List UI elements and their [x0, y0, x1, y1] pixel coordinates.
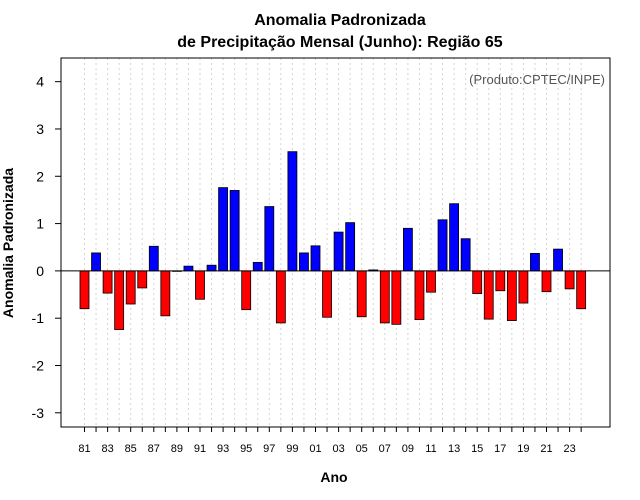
bar-94: [229, 190, 240, 272]
x-tick-label: 85: [125, 443, 137, 455]
bar-01: [310, 245, 321, 272]
bar-83: [102, 270, 113, 294]
chart-title-line2: de Precipitação Mensal (Junho): Região 6…: [177, 34, 503, 51]
x-tick-label: 05: [356, 443, 368, 455]
bar-09: [402, 227, 413, 272]
bar-23: [564, 270, 575, 290]
x-tick-label: 95: [240, 443, 252, 455]
bar-11: [426, 270, 436, 293]
x-axis-label: Ano: [320, 469, 347, 485]
bar-92: [206, 264, 217, 272]
bar-08: [391, 270, 402, 325]
y-tick-label: 2: [36, 168, 44, 184]
x-tick-label: 83: [101, 443, 113, 455]
bar-88: [160, 270, 171, 317]
bar-99: [287, 151, 298, 272]
bar-84: [114, 270, 125, 330]
bar-layer: [79, 151, 587, 330]
bar-97: [264, 206, 275, 272]
bar-03: [333, 231, 344, 272]
bar-98: [275, 270, 286, 324]
x-tick-label: 97: [263, 443, 275, 455]
x-tick-label: 93: [217, 443, 229, 455]
bar-96: [252, 261, 263, 272]
grid-layer: [84, 58, 582, 427]
bar-19: [518, 270, 529, 304]
chart-title-line1: Anomalia Padronizada: [254, 12, 426, 29]
x-tick-label: 17: [494, 443, 506, 455]
y-tick-label: 0: [36, 263, 44, 279]
x-tick-label: 21: [540, 443, 552, 455]
annotation-text: (Produto:CPTEC/INPE): [469, 72, 605, 87]
x-tick-label: 11: [425, 443, 436, 455]
x-tick-label: 91: [194, 443, 206, 455]
bar-02: [322, 270, 332, 318]
bar-04: [345, 222, 356, 272]
x-tick-label: 13: [448, 443, 460, 455]
x-tick-label: 07: [379, 443, 391, 455]
bar-12: [437, 219, 448, 272]
bar-17: [495, 270, 506, 292]
x-axis: 81 83 85 87 89 91 93 95 97 99 01 03 05 07 09 11 13 15 17 19…: [78, 427, 582, 455]
x-tick-label: 81: [78, 443, 90, 455]
x-tick-label: 89: [171, 443, 183, 455]
bar-15: [472, 270, 483, 294]
y-tick-label: 3: [36, 121, 44, 137]
bar-16: [483, 270, 494, 320]
bar-82: [91, 252, 101, 272]
bar-95: [241, 270, 252, 311]
x-tick-label: 99: [286, 443, 298, 455]
y-tick-label: -1: [32, 310, 45, 326]
bar-05: [356, 270, 367, 318]
bar-07: [379, 270, 390, 324]
bar-24: [576, 270, 587, 310]
bar-14: [460, 238, 471, 272]
y-tick-label: 1: [36, 216, 44, 232]
bar-10: [414, 270, 425, 321]
y-tick-label: -3: [32, 405, 45, 421]
y-tick-label: -2: [32, 358, 45, 374]
y-axis: -3 -2 -1 0 1 2 3 4: [32, 74, 61, 421]
bar-90: [183, 265, 194, 272]
bar-18: [506, 270, 517, 321]
bar-85: [125, 270, 136, 305]
x-tick-label: 19: [517, 443, 529, 455]
y-axis-label: Anomalia Padronizada: [0, 168, 16, 318]
bar-87: [148, 245, 159, 272]
plot-frame: [60, 57, 611, 428]
bar-21: [541, 270, 552, 293]
x-tick-label: 23: [563, 443, 575, 455]
x-tick-label: 15: [471, 443, 483, 455]
bar-13: [449, 203, 460, 272]
bar-22: [553, 248, 563, 272]
bar-81: [79, 270, 90, 310]
y-tick-label: 4: [36, 74, 44, 90]
bar-91: [195, 270, 205, 300]
x-tick-label: 03: [332, 443, 344, 455]
x-tick-label: 01: [309, 443, 321, 455]
bar-86: [137, 270, 148, 289]
x-tick-label: 09: [402, 443, 414, 455]
bar-00: [299, 252, 309, 272]
bar-20: [530, 252, 540, 272]
x-tick-label: 87: [148, 443, 160, 455]
bar-93: [218, 187, 229, 272]
